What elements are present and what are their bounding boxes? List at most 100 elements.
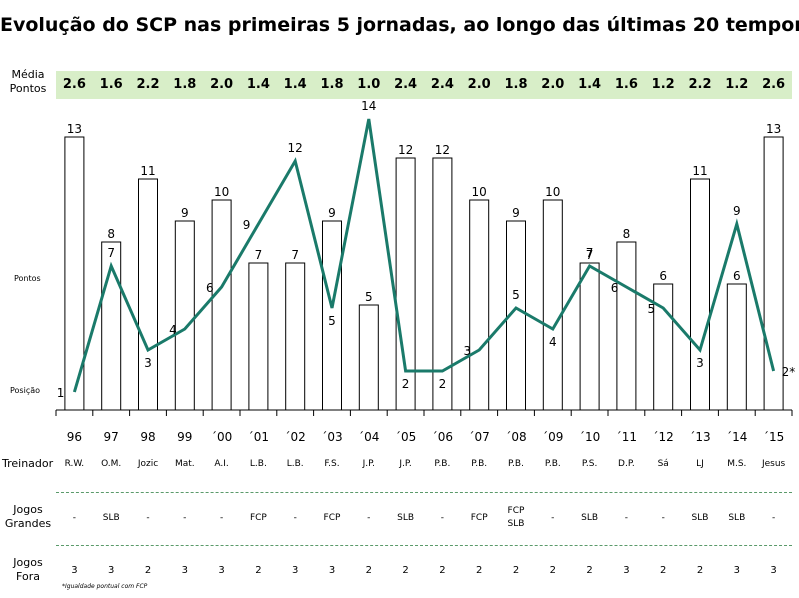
jogos-grandes-cell-2: - [146, 513, 150, 523]
media-pontos-cell-3: 1.8 [173, 77, 197, 92]
jogos-grandes-cell-11: FCP [470, 513, 488, 523]
bar-value-label-6: 7 [291, 248, 299, 262]
jogos-fora-cell-2: 2 [144, 565, 152, 576]
treinador-cell-17: LJ [696, 459, 704, 469]
position-line [72, 118, 776, 393]
treinador-cell-6: L.B. [286, 459, 304, 469]
jogos-fora-cell-7: 3 [328, 565, 336, 576]
position-label-11: 3 [464, 344, 472, 358]
bar-value-label-9: 12 [398, 143, 413, 157]
media-pontos-cell-1: 1.6 [99, 77, 123, 92]
jogos-fora-cell-13: 2 [549, 565, 556, 576]
media-pontos-cell-14: 1.4 [578, 77, 602, 92]
season-label-4: ´00 [211, 430, 232, 444]
season-label-0: 96 [67, 430, 82, 444]
position-label-18: 9 [733, 204, 741, 218]
media-pontos-cell-16: 1.2 [651, 77, 675, 92]
position-label-9: 2 [402, 377, 410, 391]
jogos-fora-cell-6: 3 [292, 565, 299, 576]
jogos-grandes-cell-16: - [661, 513, 665, 523]
media-pontos-cell-2: 2.2 [136, 77, 160, 92]
position-label-1: 7 [107, 246, 115, 260]
position-label-12: 5 [512, 288, 520, 302]
jogos-grandes-cell-8: - [367, 513, 371, 523]
jogos-grandes-cell-10: - [440, 513, 445, 523]
media-pontos-cell-15: 1.6 [614, 77, 638, 92]
treinador-cell-2: Jozic [137, 459, 159, 469]
season-label-13: ´09 [542, 430, 563, 444]
bar-value-label-17: 11 [692, 164, 707, 178]
media-pontos-cell-4: 2.0 [210, 77, 234, 92]
bar-8 [358, 304, 379, 411]
jogos-grandes-label-text: Jogos Grandes [4, 503, 52, 530]
jogos-grandes-label: Jogos Grandes [0, 503, 56, 531]
chart-title: Evolução do SCP nas primeiras 5 jornadas… [0, 14, 799, 36]
bar-value-label-16: 6 [659, 269, 667, 283]
media-pontos-cell-10: 2.4 [430, 77, 454, 92]
season-label-2: 98 [140, 430, 155, 444]
treinador-cell-14: P.S. [581, 459, 598, 469]
media-pontos-cell-8: 1.0 [357, 77, 381, 92]
position-label-8: 14 [361, 99, 376, 113]
bar-value-label-13: 10 [545, 185, 560, 199]
treinador-cell-3: Mat. [174, 459, 195, 469]
season-label-7: ´03 [321, 430, 342, 444]
position-label-3: 4 [169, 323, 177, 337]
jogos-grandes-cell-1: SLB [102, 513, 120, 523]
jogos-fora-cell-19: 3 [770, 565, 777, 576]
treinador-cell-7: F.S. [324, 459, 340, 469]
season-label-6: ´02 [285, 430, 306, 444]
treinador-cell-8: J.P. [362, 459, 375, 469]
jogos-fora-label-text: Jogos Fora [13, 556, 43, 583]
footnote: *Igualdade pontual com FCP [62, 583, 148, 590]
media-pontos-cell-6: 1.4 [283, 77, 307, 92]
position-label-19: 2* [782, 365, 796, 379]
media-pontos-cell-9: 2.4 [394, 77, 418, 92]
jogos-fora-cell-10: 2 [439, 565, 446, 576]
jogos-grandes-cell-9: SLB [397, 513, 415, 523]
bar-17 [690, 178, 710, 411]
treinador-cell-12: P.B. [508, 459, 524, 469]
media-pontos-cell-5: 1.4 [246, 77, 270, 92]
treinador-label: Treinador [2, 457, 54, 470]
bar-value-label-14: 7 [586, 248, 594, 262]
season-label-5: ´01 [248, 430, 269, 444]
position-label-2: 3 [144, 356, 152, 370]
position-label-10: 2 [439, 377, 447, 391]
bar-value-label-3: 9 [181, 206, 189, 220]
jogos-fora-cell-0: 3 [71, 565, 78, 576]
season-label-18: ´14 [726, 430, 747, 444]
media-pontos-cell-19: 2.6 [762, 77, 786, 92]
jogos-fora-cell-15: 3 [623, 565, 630, 576]
position-label-14: 7 [586, 246, 594, 260]
treinador-cell-0: R.W. [64, 459, 85, 469]
jogos-fora-cell-4: 3 [218, 565, 225, 576]
media-pontos-label-text: Média Pontos [9, 68, 47, 95]
jogos-grandes-cell-19: - [771, 513, 776, 523]
bar-value-label-2: 11 [140, 164, 155, 178]
treinador-cell-13: P.B. [544, 459, 561, 469]
jogos-fora-cell-9: 2 [402, 565, 409, 576]
bar-15 [616, 241, 637, 411]
media-pontos-cell-18: 1.2 [725, 77, 749, 92]
treinador-cell-15: D.P. [618, 459, 635, 469]
jogos-fora-cell-12: 2 [512, 565, 520, 576]
bar-value-label-0: 13 [67, 122, 82, 136]
bar-value-label-15: 8 [623, 227, 631, 241]
media-pontos-cell-12: 1.8 [504, 77, 528, 92]
bar-14 [579, 262, 600, 411]
season-label-1: 97 [104, 430, 119, 444]
media-pontos-cell-7: 1.8 [320, 77, 344, 92]
treinador-cell-5: L.B. [249, 459, 267, 469]
season-label-14: ´10 [579, 430, 600, 444]
season-label-19: ´15 [763, 430, 784, 444]
bar-value-label-12: 9 [512, 206, 520, 220]
jogos-grandes-cell-0: - [72, 513, 77, 523]
jogos-grandes-cell-6: - [293, 513, 297, 523]
position-label-0: 1 [57, 386, 65, 400]
divider-bottom [56, 545, 792, 546]
jogos-grandes-cell-4: - [219, 513, 224, 523]
jogos-grandes-cell-18: SLB [728, 513, 746, 523]
